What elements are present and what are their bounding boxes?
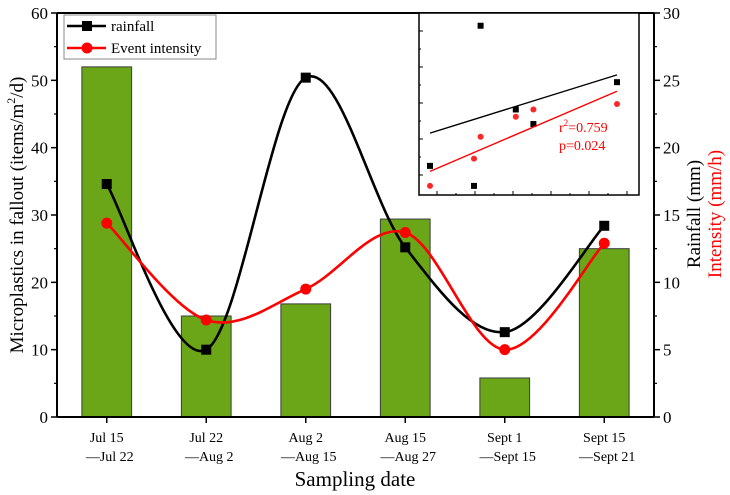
inset-circle-point <box>471 155 477 162</box>
legend-label-1: Event intensity <box>111 41 202 57</box>
x-tick-label-line2: —Jul 22 <box>85 450 134 465</box>
y-axis-right-title-intensity: Intensity (mm/h) <box>705 150 726 278</box>
x-axis-title: Sampling date <box>295 467 416 491</box>
rainfall-marker-1 <box>201 344 212 355</box>
intensity-marker-3 <box>399 227 411 239</box>
inset-square-point <box>530 121 537 128</box>
inset-circle-point <box>477 133 484 140</box>
y-left-tick-label: 0 <box>40 408 49 427</box>
y-left-tick-label: 40 <box>31 139 48 158</box>
bar-2 <box>280 303 332 418</box>
bars-layer <box>81 66 630 418</box>
inset-square-point <box>471 182 477 189</box>
rainfall-marker-0 <box>101 179 112 190</box>
x-tick-label-line2: —Sept 21 <box>578 450 635 465</box>
inset-fit-line-1 <box>429 90 618 172</box>
y-right-tick-label: 0 <box>663 408 672 427</box>
y-right-tick-label: 25 <box>663 71 680 90</box>
bar-5 <box>578 248 630 418</box>
y-right-tick-label: 30 <box>663 4 680 23</box>
y-right-tick-label: 20 <box>663 139 680 158</box>
intensity-marker-5 <box>598 237 610 249</box>
rainfall-marker-4 <box>499 327 510 338</box>
rainfall-marker-5 <box>599 220 610 231</box>
y-axis-left-title: Microplastics in fallout (items/m2/d) <box>4 77 28 354</box>
x-tick-label-line1: Aug 15 <box>384 431 426 446</box>
inset-square-point <box>427 162 433 169</box>
inset-fit-line-0 <box>429 74 618 134</box>
inset-circle-point <box>512 113 519 120</box>
bar-4 <box>479 377 531 418</box>
y-right-tick-label: 5 <box>663 341 672 360</box>
bar-1 <box>180 315 232 418</box>
lines-layer <box>101 72 610 356</box>
y-left-tick-label: 20 <box>31 273 48 292</box>
y-right-tick-label: 10 <box>663 273 680 292</box>
x-tick-label-line2: —Sept 15 <box>479 450 536 465</box>
rainfall-marker-2 <box>300 72 311 83</box>
x-tick-label-line1: Jul 15 <box>90 431 124 446</box>
legend-circle-marker <box>81 42 93 54</box>
inset-scatter: r2=0.759 p=0.024 <box>418 12 640 196</box>
y-right-tick-label: 15 <box>663 206 680 225</box>
x-tick-label-line1: Sept 1 <box>487 431 522 446</box>
inset-r2-annotation: r2=0.759 <box>559 118 608 136</box>
x-tick-label-line2: —Aug 2 <box>184 450 234 465</box>
y-axis-right-title-rainfall: Rainfall (mm) <box>684 160 705 268</box>
legend-square-marker <box>82 21 92 31</box>
inset-frame <box>418 12 640 196</box>
x-tick-label-line1: Jul 22 <box>189 431 223 446</box>
x-tick-label-line2: —Aug 27 <box>379 450 436 465</box>
rainfall-marker-3 <box>400 242 411 253</box>
y-left-tick-label: 30 <box>31 206 48 225</box>
legend: rainfall Event intensity <box>63 14 217 60</box>
x-tick-label-line2: —Aug 15 <box>280 450 337 465</box>
intensity-marker-0 <box>101 217 113 229</box>
y-left-tick-label: 10 <box>31 341 48 360</box>
inset-circle-point <box>614 101 620 107</box>
y-left-tick-label: 50 <box>31 71 48 90</box>
x-tick-label-line1: Aug 2 <box>288 431 323 446</box>
intensity-marker-4 <box>499 344 511 356</box>
inset-square-point <box>477 22 484 29</box>
inset-p-annotation: p=0.024 <box>559 139 605 154</box>
inset-circle-point <box>427 182 433 189</box>
inset-square-point <box>512 106 519 113</box>
inset-circle-point <box>530 106 537 113</box>
y-left-tick-label: 60 <box>31 4 48 23</box>
intensity-marker-2 <box>300 283 312 295</box>
event-intensity-line <box>105 222 606 351</box>
intensity-marker-1 <box>200 314 212 326</box>
x-tick-label-line1: Sept 15 <box>583 431 625 446</box>
legend-label-0: rainfall <box>111 19 154 35</box>
inset-square-point <box>614 79 620 86</box>
